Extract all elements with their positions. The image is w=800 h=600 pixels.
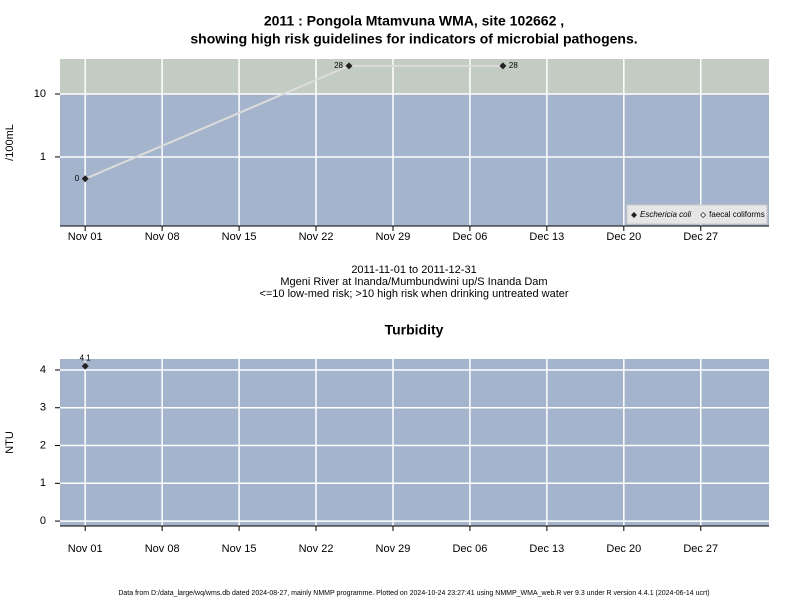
plot-background (60, 359, 769, 526)
point (345, 62, 353, 70)
y-tick-label: 1 (40, 477, 46, 489)
x-tick-label: Nov 15 (222, 231, 257, 243)
y-tick-label: 10 (34, 88, 46, 100)
x-tick-label: Dec 06 (452, 543, 487, 555)
x-tick-label: Nov 01 (68, 231, 103, 243)
x-tick-label: Dec 13 (529, 543, 564, 555)
y-axis-label: /100mL (4, 124, 16, 161)
x-tick-label: Nov 22 (299, 231, 334, 243)
x-tick-label: Dec 13 (529, 231, 564, 243)
data-label: 0 (75, 174, 80, 183)
note: 2011-11-01 to 2011-12-31 (351, 264, 476, 276)
x-tick-label: Nov 08 (145, 231, 180, 243)
legend-marker (700, 212, 707, 218)
footer: Data from D:/data_large/wq/wms.db dated … (118, 590, 709, 597)
x-tick-label: Nov 22 (299, 543, 334, 555)
y-tick-label: 3 (40, 402, 46, 414)
note: <=10 low-med risk; >10 high risk when dr… (259, 288, 568, 300)
x-tick-label: Dec 20 (606, 231, 641, 243)
y-tick-label: 2 (40, 439, 46, 451)
x-tick-label: Nov 08 (145, 543, 180, 555)
x-tick-label: Dec 27 (683, 543, 718, 555)
x-tick-label: Nov 01 (68, 543, 103, 555)
x-tick-label: Nov 29 (376, 543, 411, 555)
point (81, 362, 89, 370)
chart-title: showing high risk guidelines for indicat… (190, 31, 637, 47)
data-label: 28 (509, 61, 518, 70)
chart-title: Turbidity (385, 322, 444, 338)
note: Mgeni River at Inanda/Mumbundwini up/S I… (280, 276, 547, 288)
point (499, 62, 507, 70)
legend-marker (631, 212, 637, 218)
y-tick-label: 4 (40, 364, 46, 376)
data-label: 4.1 (80, 353, 92, 362)
point (81, 175, 89, 183)
x-tick-label: Nov 15 (222, 543, 257, 555)
legend-label: faecal coliforms (709, 210, 765, 219)
data-label: 28 (334, 61, 343, 70)
legend-label: Eschericia coli (640, 210, 691, 219)
chart-title: 2011 : Pongola Mtamvuna WMA, site 102662… (264, 13, 564, 29)
x-tick-label: Dec 27 (683, 231, 718, 243)
y-tick-label: 0 (40, 515, 46, 527)
x-tick-label: Nov 29 (376, 231, 411, 243)
y-tick-label: 1 (40, 151, 46, 163)
x-tick-label: Dec 20 (606, 543, 641, 555)
y-axis-label: NTU (4, 431, 16, 454)
x-tick-label: Dec 06 (452, 231, 487, 243)
legend (626, 204, 768, 225)
high-risk-band (60, 59, 769, 95)
